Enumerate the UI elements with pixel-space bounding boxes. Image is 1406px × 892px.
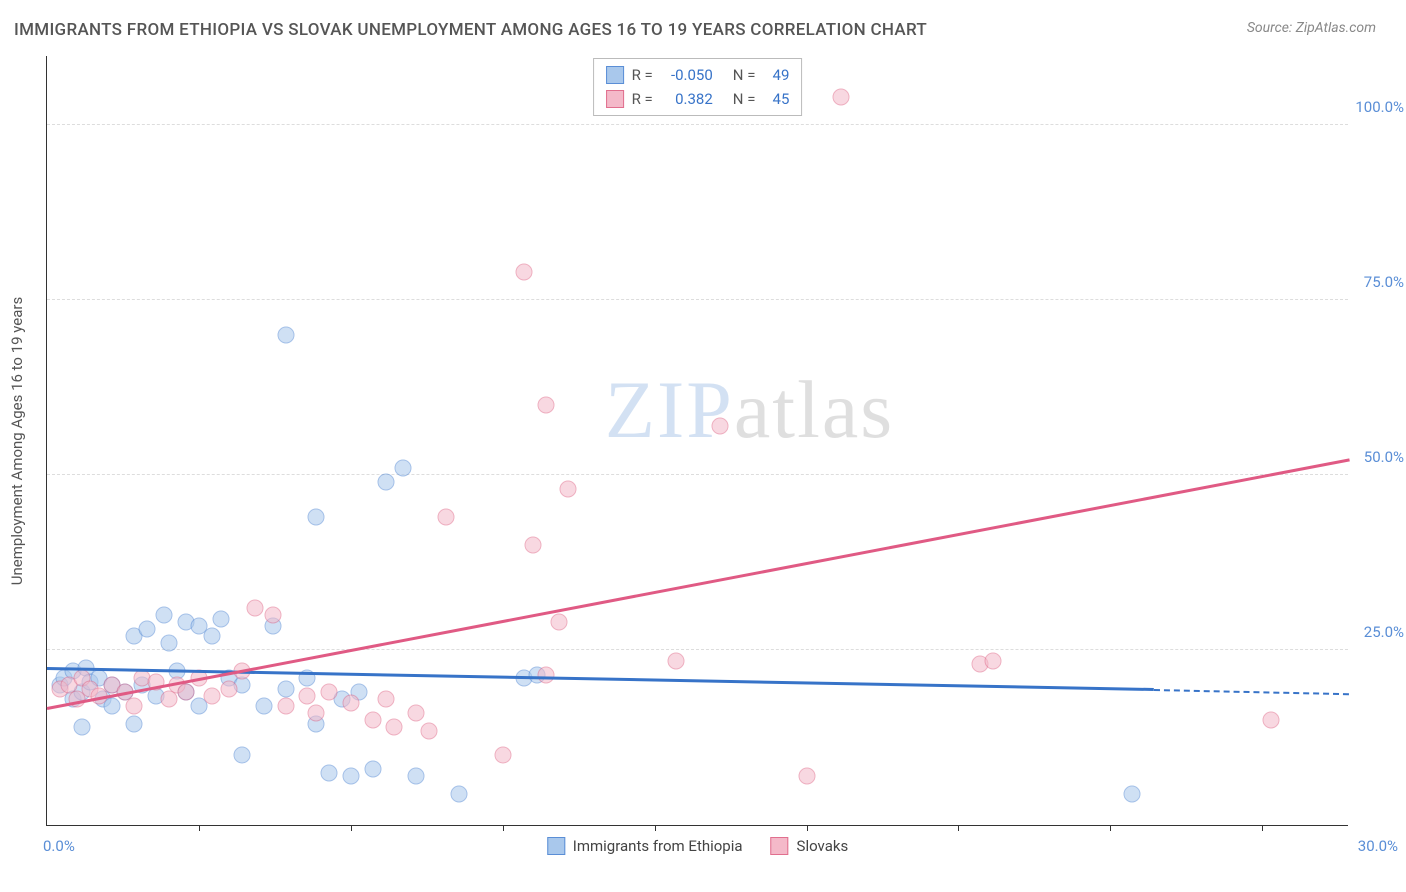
y-tick-label: 100.0% [1352, 98, 1404, 116]
r-label: R = [632, 63, 653, 87]
watermark-atlas: atlas [734, 364, 894, 455]
data-point [516, 264, 533, 281]
series-legend: Immigrants from Ethiopia Slovaks [547, 837, 848, 855]
gridline [47, 299, 1348, 300]
legend-swatch [606, 66, 624, 84]
r-value: 0.382 [663, 87, 713, 111]
data-point [203, 628, 220, 645]
data-point [177, 684, 194, 701]
data-point [321, 684, 338, 701]
data-point [277, 680, 294, 697]
n-value: 49 [765, 63, 789, 87]
source-name: ZipAtlas.com [1296, 20, 1376, 36]
x-tick [1110, 825, 1111, 831]
x-tick [351, 825, 352, 831]
source-prefix: Source: [1247, 20, 1296, 36]
data-point [377, 474, 394, 491]
trend-line [1154, 689, 1349, 695]
legend-swatch [547, 837, 565, 855]
gridline [47, 474, 1348, 475]
legend-series-item: Immigrants from Ethiopia [547, 837, 743, 855]
data-point [711, 418, 728, 435]
r-label: R = [632, 87, 653, 111]
data-point [160, 635, 177, 652]
data-point [525, 537, 542, 554]
x-tick [655, 825, 656, 831]
gridline [47, 649, 1348, 650]
data-point [668, 652, 685, 669]
data-point [277, 698, 294, 715]
data-point [221, 680, 238, 697]
data-point [277, 327, 294, 344]
data-point [420, 722, 437, 739]
data-point [247, 600, 264, 617]
y-tick-label: 25.0% [1352, 623, 1404, 641]
data-point [364, 761, 381, 778]
data-point [234, 747, 251, 764]
data-point [538, 397, 555, 414]
data-point [833, 89, 850, 106]
data-point [125, 698, 142, 715]
data-point [438, 509, 455, 526]
data-point [342, 768, 359, 785]
x-tick [199, 825, 200, 831]
y-axis-title: Unemployment Among Ages 16 to 19 years [8, 296, 26, 584]
data-point [798, 768, 815, 785]
data-point [1262, 712, 1279, 729]
trend-line [47, 459, 1349, 710]
y-tick-label: 75.0% [1352, 273, 1404, 291]
data-point [407, 768, 424, 785]
data-point [308, 705, 325, 722]
data-point [377, 691, 394, 708]
x-tick [958, 825, 959, 831]
legend-stat-row: R = 0.382 N = 45 [606, 87, 790, 111]
legend-swatch [606, 90, 624, 108]
data-point [985, 652, 1002, 669]
x-tick [807, 825, 808, 831]
data-point [1124, 785, 1141, 802]
source-attribution: Source: ZipAtlas.com [1247, 20, 1376, 36]
chart-title: IMMIGRANTS FROM ETHIOPIA VS SLOVAK UNEMP… [14, 20, 927, 40]
data-point [212, 610, 229, 627]
x-tick [1262, 825, 1263, 831]
n-label: N = [733, 63, 756, 87]
data-point [386, 719, 403, 736]
watermark-zip: ZIP [605, 364, 734, 455]
x-axis-max-label: 30.0% [1358, 837, 1398, 855]
x-tick [503, 825, 504, 831]
data-point [256, 698, 273, 715]
data-point [551, 614, 568, 631]
watermark: ZIPatlas [605, 363, 894, 457]
legend-series-item: Slovaks [771, 837, 849, 855]
x-axis-min-label: 0.0% [43, 837, 75, 855]
n-label: N = [733, 87, 756, 111]
data-point [342, 694, 359, 711]
scatter-plot-area: Unemployment Among Ages 16 to 19 years Z… [46, 56, 1348, 826]
data-point [308, 509, 325, 526]
data-point [394, 460, 411, 477]
data-point [407, 705, 424, 722]
data-point [321, 764, 338, 781]
correlation-legend: R = -0.050 N = 49 R = 0.382 N = 45 [593, 58, 803, 116]
legend-series-label: Immigrants from Ethiopia [573, 837, 743, 855]
legend-stat-row: R = -0.050 N = 49 [606, 63, 790, 87]
data-point [203, 687, 220, 704]
data-point [538, 666, 555, 683]
data-point [494, 747, 511, 764]
legend-swatch [771, 837, 789, 855]
data-point [73, 719, 90, 736]
data-point [364, 712, 381, 729]
data-point [559, 481, 576, 498]
data-point [125, 715, 142, 732]
y-tick-label: 50.0% [1352, 448, 1404, 466]
data-point [299, 687, 316, 704]
data-point [156, 607, 173, 624]
data-point [451, 785, 468, 802]
r-value: -0.050 [663, 63, 713, 87]
data-point [264, 607, 281, 624]
gridline [47, 124, 1348, 125]
data-point [138, 621, 155, 638]
legend-series-label: Slovaks [797, 837, 849, 855]
n-value: 45 [765, 87, 789, 111]
